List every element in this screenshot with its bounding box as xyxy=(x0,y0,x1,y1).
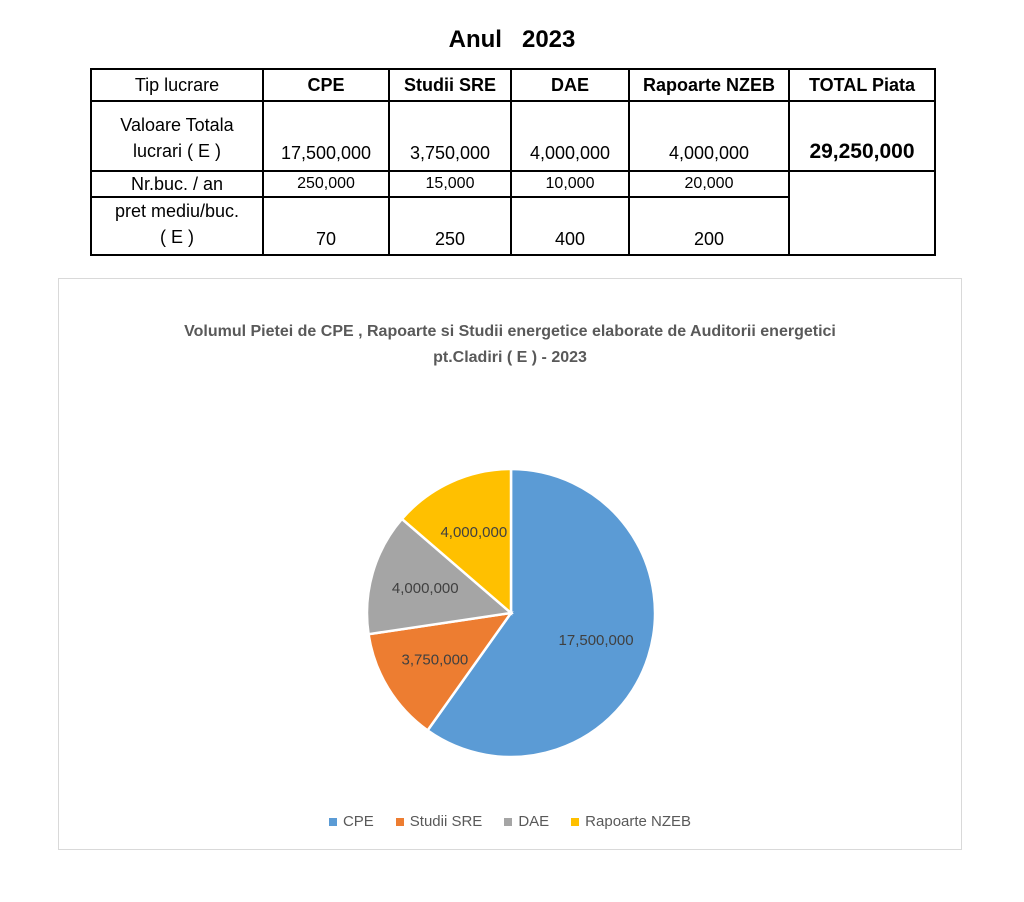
legend-label-rapoarte-nzeb: Rapoarte NZEB xyxy=(585,813,692,830)
table-cell: 3,750,000 xyxy=(388,100,512,172)
pie-chart: 17,500,000 3,750,000 4,000,000 4,000,000 xyxy=(365,467,657,759)
pie-slice-cpe xyxy=(425,467,657,759)
legend-item-dae: DAE xyxy=(504,813,549,830)
header-cell-dae: DAE xyxy=(510,68,630,102)
table-cell: 15,000 xyxy=(388,170,512,198)
table-cell: 20,000 xyxy=(628,170,790,198)
legend-swatch-studii-sre xyxy=(395,817,404,826)
table-cell: 70 xyxy=(262,196,390,256)
table-cell: 4,000,000 xyxy=(510,100,630,172)
row-label: Valoare Totala lucrari ( E ) xyxy=(90,100,264,172)
row-label: pret mediu/buc. ( E ) xyxy=(90,196,264,256)
header-cell-studii-sre: Studii SRE xyxy=(388,68,512,102)
legend-swatch-cpe xyxy=(328,817,337,826)
empty-total-cell xyxy=(788,170,936,256)
legend-item-studii-sre: Studii SRE xyxy=(395,813,483,830)
row-label-line: ( E ) xyxy=(160,227,194,247)
pie-slice-studii-sre xyxy=(367,611,514,733)
header-cell-cpe: CPE xyxy=(262,68,390,102)
pie-chart-area: Volumul Pietei de CPE , Rapoarte si Stud… xyxy=(58,278,962,850)
data-label-studii-sre: 3,750,000 xyxy=(402,652,469,669)
legend-item-cpe: CPE xyxy=(328,813,374,830)
data-label-dae: 4,000,000 xyxy=(392,580,459,597)
data-label-cpe: 17,500,000 xyxy=(559,632,634,649)
table-row: Valoare Totala lucrari ( E ) 17,500,000 … xyxy=(90,100,936,172)
table-cell: 250 xyxy=(388,196,512,256)
legend-label-dae: DAE xyxy=(518,813,550,830)
legend-label-cpe: CPE xyxy=(342,813,374,830)
table-cell: 200 xyxy=(628,196,790,256)
row-label: Nr.buc. / an xyxy=(90,170,264,198)
pie-slice-dae xyxy=(365,517,514,636)
total-cell: 29,250,000 xyxy=(788,100,936,172)
table-cell: 17,500,000 xyxy=(262,100,390,172)
header-cell-tip: Tip lucrare xyxy=(90,68,264,102)
table-row: Nr.buc. / an 250,000 15,000 10,000 20,00… xyxy=(90,170,936,256)
table-row: pret mediu/buc. ( E ) 70 250 400 200 xyxy=(90,196,935,256)
table-header-row: Tip lucrare CPE Studii SRE DAE Rapoarte … xyxy=(90,68,936,102)
chart-title: Volumul Pietei de CPE , Rapoarte si Stud… xyxy=(184,323,836,366)
market-table: Tip lucrare CPE Studii SRE DAE Rapoarte … xyxy=(90,68,936,256)
legend-label-studii-sre: Studii SRE xyxy=(409,813,483,830)
table-cell: 250,000 xyxy=(262,170,390,198)
data-label-rapoarte-nzeb: 4,000,000 xyxy=(440,524,507,541)
header-cell-rapoarte-nzeb: Rapoarte NZEB xyxy=(628,68,790,102)
legend-swatch-rapoarte-nzeb xyxy=(571,817,580,826)
row-label-line: pret mediu/buc. xyxy=(114,201,240,221)
row-label-line: Valoare Totala xyxy=(120,115,234,135)
table-cell: 10,000 xyxy=(510,170,630,198)
page-title: Anul 2023 xyxy=(448,26,576,53)
legend-item-rapoarte-nzeb: Rapoarte NZEB xyxy=(571,813,691,830)
row-label-line: lucrari ( E ) xyxy=(132,141,221,161)
table-cell: 4,000,000 xyxy=(628,100,790,172)
header-cell-total: TOTAL Piata xyxy=(788,68,936,102)
table-cell: 400 xyxy=(510,196,630,256)
legend-swatch-dae xyxy=(504,817,513,826)
chart-legend: CPE Studii SRE DAE Rapoarte NZEB xyxy=(59,813,961,830)
pie-slice-rapoarte-nzeb xyxy=(400,467,513,616)
